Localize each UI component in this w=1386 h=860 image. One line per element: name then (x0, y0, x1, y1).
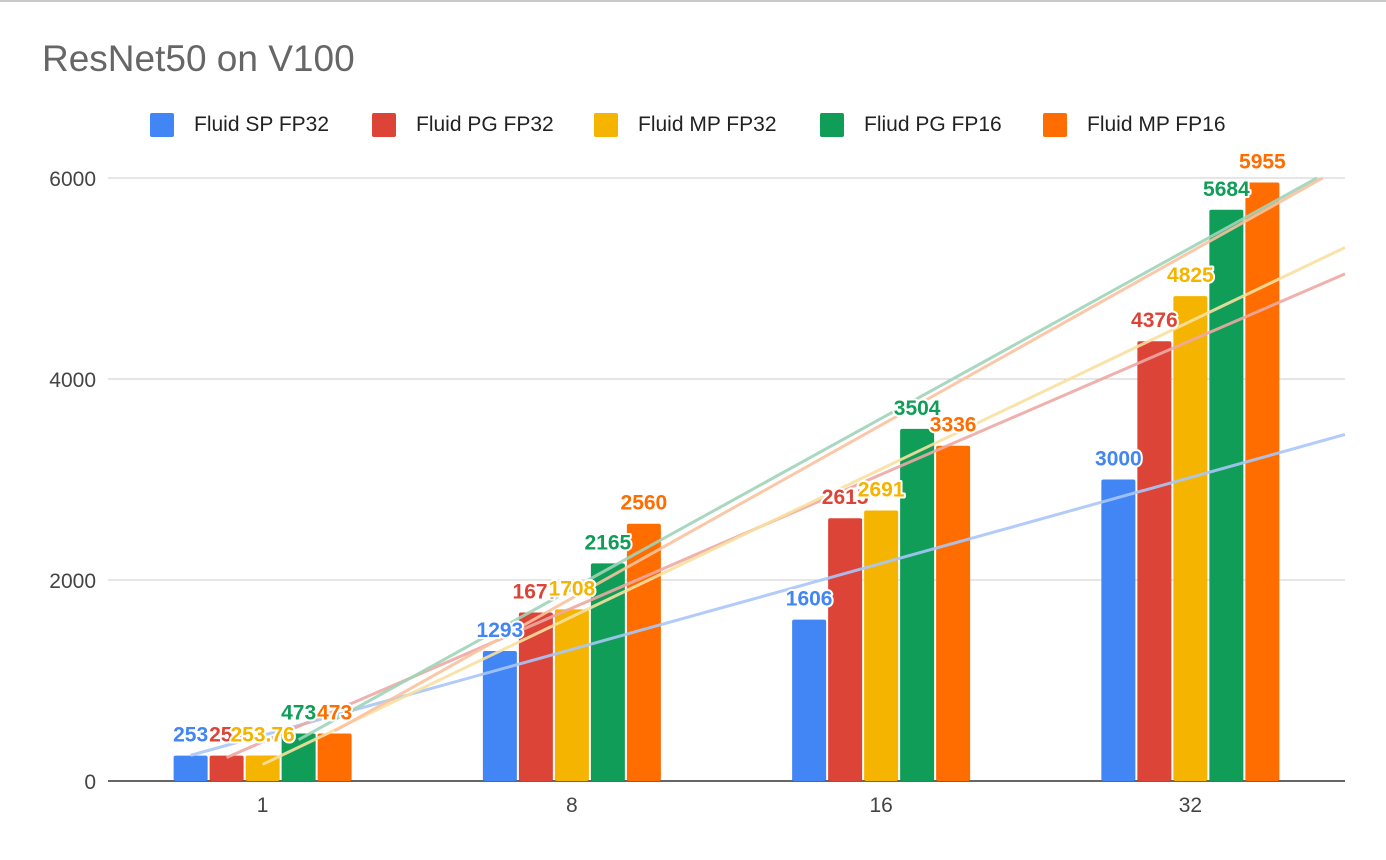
bar (317, 733, 352, 781)
data-label: 2691 (858, 479, 905, 502)
legend-label: Fluid MP FP32 (638, 113, 777, 136)
data-label: 1677 (513, 580, 560, 603)
legend-swatch (820, 113, 844, 137)
data-label: 5955 (1239, 151, 1286, 174)
y-tick-label: 4000 (49, 369, 96, 392)
bar (1209, 209, 1244, 781)
data-label: 1606 (786, 588, 833, 611)
data-label: 3000 (1095, 448, 1142, 471)
chart-title: ResNet50 on V100 (42, 38, 355, 79)
data-label: 253.76 (231, 723, 295, 746)
bars (173, 182, 1280, 781)
legend-label: Fluid PG FP32 (416, 113, 554, 136)
x-tick-label: 8 (566, 794, 578, 817)
bar (1137, 341, 1172, 781)
data-label: 3504 (894, 397, 941, 420)
data-label: 1708 (549, 577, 596, 600)
data-label: 4825 (1167, 264, 1214, 287)
y-tick-label: 6000 (49, 168, 96, 191)
bar (173, 755, 208, 781)
data-label: 3336 (930, 414, 977, 437)
bar (864, 510, 899, 781)
bar (281, 733, 316, 781)
bar (1101, 479, 1136, 781)
y-tick-label: 2000 (49, 570, 96, 593)
top-border (0, 0, 1386, 2)
x-tick-label: 32 (1179, 794, 1202, 817)
bar (1245, 182, 1280, 781)
data-label: 2560 (621, 492, 668, 515)
bar (554, 609, 589, 781)
data-labels: 253 1293 1606 3000 253 1677 2615 4376 253.76 1708… (171, 149, 1288, 749)
x-axis: 1 8 16 32 (108, 780, 1345, 817)
legend-item-fluid-pg-fp32[interactable]: Fluid PG FP32 (372, 108, 554, 142)
x-tick-label: 1 (257, 794, 269, 817)
trendline (333, 176, 1324, 733)
bar (626, 523, 661, 781)
y-tick-label: 0 (84, 771, 96, 794)
legend-item-fluid-sp-fp32[interactable]: Fluid SP FP32 (150, 108, 329, 142)
data-label: 1293 (477, 619, 524, 642)
bar (209, 755, 244, 781)
bar (792, 619, 827, 781)
trendline (261, 246, 1346, 766)
bar (900, 428, 935, 781)
trendline (190, 433, 1346, 757)
trendlines (190, 176, 1346, 766)
data-label: 4376 (1131, 309, 1178, 332)
legend-item-fliud-pg-fp16[interactable]: Fliud PG FP16 (820, 108, 1002, 142)
legend-label: Fliud PG FP16 (864, 113, 1002, 136)
bar (518, 612, 553, 781)
bar (590, 563, 625, 781)
data-label: 253 (209, 724, 244, 747)
legend-swatch (594, 113, 618, 137)
data-label: 2615 (822, 486, 869, 509)
legend-swatch (372, 113, 396, 137)
bar (936, 445, 971, 781)
bar (828, 518, 863, 781)
data-label: 473 (281, 701, 316, 724)
data-label: 5684 (1203, 178, 1250, 201)
bar (482, 651, 517, 781)
legend-label: Fluid MP FP16 (1087, 113, 1226, 136)
data-label: 253 (173, 724, 208, 747)
legend-label: Fluid SP FP32 (194, 113, 330, 136)
trendline (297, 176, 1318, 742)
legend-item-fluid-mp-fp16[interactable]: Fluid MP FP16 (1043, 108, 1226, 142)
data-label: 2165 (585, 531, 632, 554)
legend-swatch (150, 113, 174, 137)
legend-swatch (1043, 113, 1067, 137)
legend-item-fluid-mp-fp32[interactable]: Fluid MP FP32 (594, 108, 777, 142)
x-tick-label: 16 (869, 794, 892, 817)
y-axis: 0 2000 4000 6000 (49, 168, 96, 794)
bar (1173, 296, 1208, 781)
data-label: 473 (317, 701, 352, 724)
